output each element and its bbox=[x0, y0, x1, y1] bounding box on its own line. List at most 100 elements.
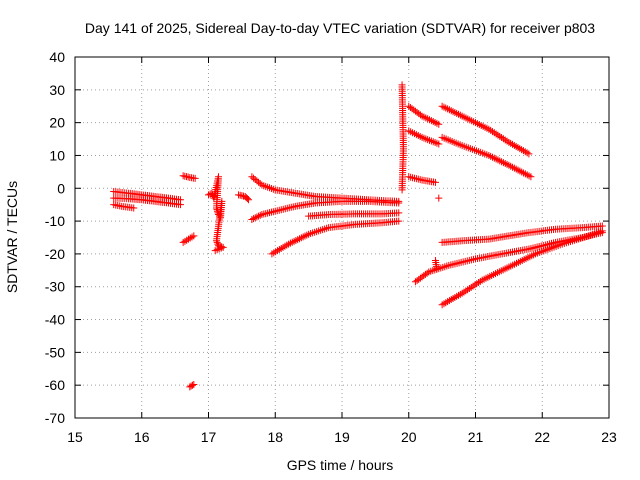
data-point bbox=[211, 247, 219, 255]
data-point bbox=[494, 156, 502, 164]
data-point bbox=[453, 109, 461, 117]
data-point bbox=[487, 152, 495, 160]
data-point bbox=[521, 148, 529, 156]
y-tick-label: -50 bbox=[45, 344, 65, 360]
data-point bbox=[498, 134, 506, 142]
data-point bbox=[186, 234, 194, 242]
data-point bbox=[496, 157, 504, 165]
data-point bbox=[243, 195, 251, 203]
y-tick-label: 10 bbox=[49, 147, 65, 163]
data-point bbox=[440, 300, 448, 308]
data-point bbox=[395, 199, 403, 207]
data-point bbox=[525, 150, 533, 158]
series-arc12 bbox=[398, 81, 407, 194]
data-point bbox=[456, 290, 464, 298]
data-point bbox=[467, 283, 475, 291]
data-point bbox=[460, 288, 468, 296]
data-point bbox=[501, 136, 509, 144]
data-point bbox=[445, 106, 453, 114]
y-tick-label: 20 bbox=[49, 115, 65, 131]
data-point bbox=[451, 108, 459, 116]
data-point bbox=[296, 235, 304, 243]
x-tick-label: 19 bbox=[334, 429, 350, 445]
data-point bbox=[464, 286, 472, 294]
data-point bbox=[473, 280, 481, 288]
data-point bbox=[251, 214, 259, 222]
data-point bbox=[395, 209, 403, 217]
data-point bbox=[245, 196, 253, 204]
data-point bbox=[488, 153, 496, 161]
data-point bbox=[449, 295, 457, 303]
series-arc4 bbox=[179, 172, 199, 182]
data-point bbox=[213, 238, 221, 246]
data-point bbox=[253, 213, 261, 221]
x-tick-label: 15 bbox=[67, 429, 83, 445]
data-point bbox=[431, 178, 439, 186]
data-point bbox=[510, 141, 518, 149]
data-point bbox=[451, 293, 459, 301]
data-point bbox=[416, 111, 424, 119]
data-point bbox=[435, 140, 443, 148]
data-point bbox=[179, 238, 187, 246]
data-point bbox=[516, 145, 524, 153]
data-point bbox=[505, 138, 513, 146]
data-point bbox=[490, 154, 498, 162]
data-point bbox=[438, 301, 446, 309]
y-tick-label: 0 bbox=[57, 180, 65, 196]
data-point bbox=[527, 173, 535, 181]
data-point bbox=[503, 137, 511, 145]
data-point bbox=[465, 285, 473, 293]
data-point bbox=[213, 237, 221, 245]
series-arc18 bbox=[438, 133, 535, 181]
data-point bbox=[512, 143, 520, 151]
y-tick-label: -60 bbox=[45, 377, 65, 393]
data-point bbox=[456, 111, 464, 119]
data-point bbox=[435, 194, 443, 202]
series-arc5 bbox=[179, 232, 198, 246]
data-point bbox=[492, 130, 500, 138]
data-point bbox=[290, 237, 298, 245]
data-point bbox=[294, 236, 302, 244]
data-point bbox=[423, 269, 431, 277]
grid bbox=[75, 57, 609, 418]
data-point bbox=[499, 159, 507, 167]
data-point bbox=[190, 232, 198, 240]
data-point bbox=[286, 239, 294, 247]
ticks: 15 16 17 18 19 20 21 22 23 40 30 20 10 0 -10 -20 -30 -40 -… bbox=[45, 49, 617, 445]
series-arc9 bbox=[248, 197, 403, 223]
x-tick-label: 17 bbox=[201, 429, 217, 445]
data-point bbox=[503, 160, 511, 168]
series-arc6 bbox=[186, 381, 198, 391]
data-point bbox=[476, 277, 484, 285]
y-tick-label: -40 bbox=[45, 312, 65, 328]
data-point bbox=[188, 233, 196, 241]
y-tick-label: -30 bbox=[45, 279, 65, 295]
data-point bbox=[455, 110, 463, 118]
y-axis-label: SDTVAR / TECUs bbox=[4, 181, 20, 293]
data-point bbox=[183, 236, 191, 244]
series-arc2 bbox=[110, 194, 184, 209]
data-point bbox=[299, 233, 307, 241]
data-point bbox=[297, 234, 305, 242]
data-point bbox=[181, 237, 189, 245]
data-point bbox=[188, 381, 196, 389]
data-point bbox=[453, 292, 461, 300]
data-point bbox=[288, 238, 296, 246]
data-point bbox=[499, 135, 507, 143]
data-point bbox=[462, 287, 470, 295]
data-point bbox=[458, 289, 466, 297]
data-point bbox=[498, 158, 506, 166]
x-tick-label: 20 bbox=[401, 429, 417, 445]
data-points bbox=[110, 81, 606, 391]
data-point bbox=[509, 140, 517, 148]
data-point bbox=[301, 232, 309, 240]
series-arc3 bbox=[110, 201, 138, 212]
data-point bbox=[395, 217, 403, 225]
data-point bbox=[248, 215, 256, 223]
data-point bbox=[469, 282, 477, 290]
data-point bbox=[184, 235, 192, 243]
data-point bbox=[444, 298, 452, 306]
x-tick-label: 21 bbox=[468, 429, 484, 445]
data-point bbox=[507, 139, 515, 147]
